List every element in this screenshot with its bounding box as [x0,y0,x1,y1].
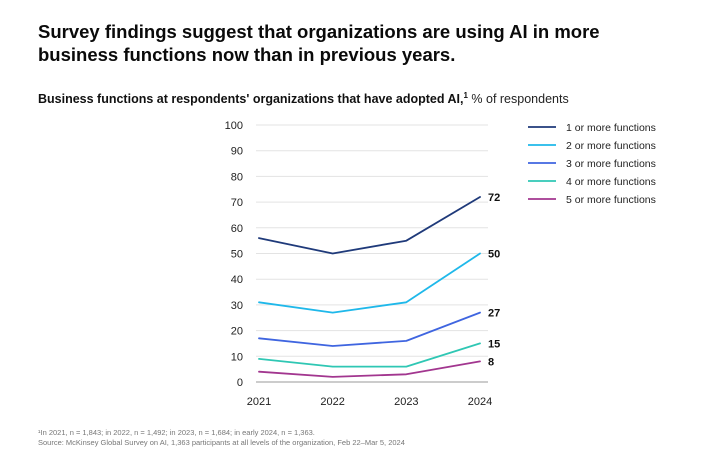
x-axis-ticks: 2021 2022 2023 2024 [247,396,492,408]
y-tick-label: 10 [231,351,243,363]
data-label: 50 [488,249,500,261]
footnote-source: Source: McKinsey Global Survey on AI, 1,… [38,438,405,447]
x-tick-label: 2021 [247,396,271,408]
y-axis-ticks: 0 10 20 30 40 50 60 70 80 90 100 [225,120,243,389]
series-line [258,360,481,378]
y-tick-label: 20 [231,326,243,338]
legend-entry: 4 or more functions [566,176,656,188]
legend-entry: 5 or more functions [566,194,656,206]
y-tick-label: 30 [231,300,243,312]
series [258,196,481,378]
legend-entry: 2 or more functions [566,140,656,152]
headline: Survey findings suggest that organizatio… [38,21,600,65]
x-tick-label: 2022 [320,396,344,408]
legend-entry: 1 or more functions [566,122,656,134]
legend: 1 or more functions 2 or more functions 3 … [528,122,656,206]
data-label: 8 [488,356,494,368]
y-tick-label: 40 [231,274,243,286]
series-line [258,342,481,368]
y-tick-label: 0 [237,377,243,389]
footnote-marker: 1 [463,91,468,100]
y-tick-label: 60 [231,223,243,235]
x-tick-label: 2023 [394,396,418,408]
y-tick-label: 100 [225,120,243,132]
grid [256,124,488,383]
chart-unit: % of respondents [467,92,569,107]
footnotes: ¹In 2021, n = 1,843; in 2022, n = 1,492;… [38,428,405,448]
x-tick-label: 2024 [468,396,492,408]
legend-entry: 3 or more functions [566,158,656,170]
series-line [258,196,481,255]
series-line [258,311,481,347]
end-labels: 72 50 27 15 8 [488,192,500,368]
y-tick-label: 50 [231,249,243,261]
series-line [258,252,481,314]
data-label: 72 [488,192,500,204]
data-label: 27 [488,308,500,320]
y-tick-label: 70 [231,197,243,209]
data-label: 15 [488,338,500,350]
chart-title: Business functions at respondents' organ… [38,92,464,107]
y-tick-label: 80 [231,171,243,183]
footnote-sample-sizes: ¹In 2021, n = 1,843; in 2022, n = 1,492;… [38,428,315,437]
y-tick-label: 90 [231,146,243,158]
chart-subtitle: Business functions at respondents' organ… [38,88,569,107]
